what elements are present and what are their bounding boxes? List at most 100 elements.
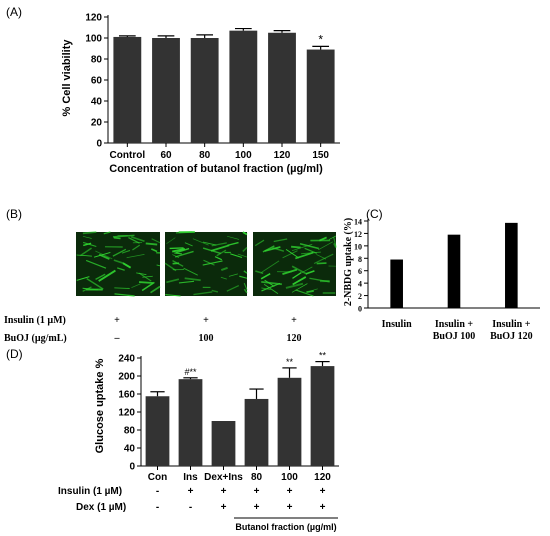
chart-c-y-tick-label: 2 xyxy=(358,292,362,301)
chart-a-y-tick-label: 0 xyxy=(96,139,102,150)
micrograph-cell-fiber xyxy=(242,231,248,236)
panel-d-cell: - xyxy=(156,502,159,513)
micrograph-cell-fiber xyxy=(295,289,314,297)
micrograph-cell-fiber xyxy=(214,256,222,261)
micrograph-cell-fiber xyxy=(136,272,147,275)
chart-a-y-tick-label: 100 xyxy=(85,34,102,45)
chart-d-x-tick-label: Dex+Ins xyxy=(204,472,243,483)
micrograph-cell-fiber xyxy=(132,244,141,251)
chart-d-x-tick-label: 120 xyxy=(314,472,331,483)
chart-a-y-tick-label: 60 xyxy=(91,76,103,87)
chart-d-x-tick-label: Con xyxy=(148,472,167,483)
chart-c-x-tick-label: Insulin + xyxy=(435,319,474,330)
micrograph-cell-fiber xyxy=(285,282,304,289)
chart-a-xlabel: Concentration of butanol fraction (µg/ml… xyxy=(109,163,323,175)
panel-d-cell: - xyxy=(156,486,159,497)
chart-a-y-tick-label: 20 xyxy=(91,118,103,129)
micrograph-cell-fiber xyxy=(145,242,158,246)
chart-d-ylabel: Glucose uptake % xyxy=(94,358,106,453)
micrograph-cell-fiber xyxy=(230,253,243,258)
micrograph-cell-fiber xyxy=(260,260,280,274)
chart-d-y-tick-label: 160 xyxy=(118,390,135,401)
chart-d-y-tick-label: 200 xyxy=(118,372,135,383)
panel-b-cell: + xyxy=(291,315,297,326)
panel-d-cell: - xyxy=(189,502,192,513)
micrograph-cell-fiber xyxy=(138,281,154,284)
panel-d-cell: + xyxy=(254,486,260,497)
micrograph-cell-fiber xyxy=(272,247,285,252)
micrograph-cell-fiber xyxy=(172,247,186,253)
micrograph-cell-fiber xyxy=(237,253,248,258)
micrograph-cell-fiber xyxy=(93,251,111,258)
micrograph-strip xyxy=(76,231,337,297)
chart-d-y-tick-label: 120 xyxy=(118,408,135,419)
chart-a-x-tick-label: 100 xyxy=(235,150,252,161)
micrograph-cell-fiber xyxy=(304,247,318,254)
panel-d-row-insulin-label: Insulin (1 µM) xyxy=(58,486,122,497)
micrograph-cell-fiber xyxy=(263,283,279,295)
micrograph-cell-fiber xyxy=(255,270,264,275)
panel-label-b: (B) xyxy=(6,207,22,221)
panel-d-cell: + xyxy=(287,502,293,513)
micrograph-cell-fiber xyxy=(202,241,217,246)
panel-d-cell: + xyxy=(320,502,326,513)
micrograph-cell-fiber xyxy=(316,262,327,265)
micrograph-cell-fiber xyxy=(227,235,240,240)
chart-d-annotation: ** xyxy=(319,351,327,361)
panel-d-cell: + xyxy=(287,486,293,497)
panel-label-c: (C) xyxy=(366,207,383,221)
micrograph-cell-fiber xyxy=(273,238,288,243)
micrograph-cell-fiber xyxy=(243,288,248,294)
micrograph-cell-fiber xyxy=(112,248,127,257)
micrograph-cell-fiber xyxy=(282,250,298,259)
micrograph-cell-fiber xyxy=(239,275,248,279)
chart-c-y-tick-label: 12 xyxy=(354,230,362,239)
panel-b-cell: + xyxy=(203,315,209,326)
chart-c-x-tick-label: Insulin + xyxy=(492,319,531,330)
chart-d-bar xyxy=(178,379,203,466)
panel-d-table: Insulin (1 µM) Dex (1 µM) Butanol fracti… xyxy=(58,486,338,532)
micrograph-cell-fiber xyxy=(291,283,308,293)
panel-b-table: Insulin (1 µM) BuOJ (µg/mL) + + + – 100 120 xyxy=(4,315,302,344)
chart-a-annotation: * xyxy=(318,32,323,46)
micrograph-cell-fiber xyxy=(243,270,248,274)
chart-d-y-tick-label: 240 xyxy=(118,354,135,365)
chart-c-y-tick-label: 14 xyxy=(354,218,362,227)
micrograph-cell-fiber xyxy=(318,241,333,251)
micrograph-cell-fiber xyxy=(292,272,302,279)
panel-b-row-buoj-label: BuOJ (µg/mL) xyxy=(4,333,67,344)
micrograph-cell-fiber xyxy=(172,254,180,258)
micrograph-cell-fiber xyxy=(285,248,300,259)
chart-a-x-tick-label: 80 xyxy=(199,150,211,161)
chart-c-x-tick-label: BuOJ 100 xyxy=(433,331,476,342)
chart-a-x-tick-label: Control xyxy=(110,150,146,161)
chart-d-bar xyxy=(244,398,269,466)
micrograph-cell-fiber xyxy=(122,262,132,269)
micrograph-cell-fiber xyxy=(210,244,230,252)
chart-d-x-tick-label: Ins xyxy=(183,472,198,483)
micrograph-cell-fiber xyxy=(114,287,130,289)
micrograph-cell-fiber xyxy=(228,273,238,277)
chart-a: % Cell viability Concentration of butano… xyxy=(61,13,340,175)
panel-b-cell: – xyxy=(114,333,121,344)
micrograph-cell-fiber xyxy=(98,253,110,260)
micrograph-cell-fiber xyxy=(300,266,313,274)
chart-a-bar xyxy=(306,49,335,143)
chart-a-bar xyxy=(190,38,219,143)
micrograph-cell-fiber xyxy=(82,241,97,248)
panel-d-row-dex-label: Dex (1 µM) xyxy=(76,502,126,513)
panel-b-row-insulin-label: Insulin (1 µM) xyxy=(4,315,66,326)
chart-d-bar xyxy=(211,421,236,466)
chart-d-x-tick-label: 80 xyxy=(251,472,263,483)
micrograph-cell-fiber xyxy=(121,249,131,254)
chart-c-y-tick-label: 0 xyxy=(358,305,362,314)
chart-d-bar xyxy=(277,377,302,466)
micrograph-cell-fiber xyxy=(114,293,135,297)
chart-c-x-tick-label: Insulin xyxy=(382,319,412,330)
micrograph-cell-fiber xyxy=(166,278,180,284)
chart-a-bar xyxy=(152,38,180,143)
panel-label-d: (D) xyxy=(6,347,23,361)
chart-c-x-tick-label: BuOJ 120 xyxy=(490,331,533,342)
micrograph-cell-fiber xyxy=(202,260,223,266)
micrograph-cell-fiber xyxy=(151,238,161,244)
